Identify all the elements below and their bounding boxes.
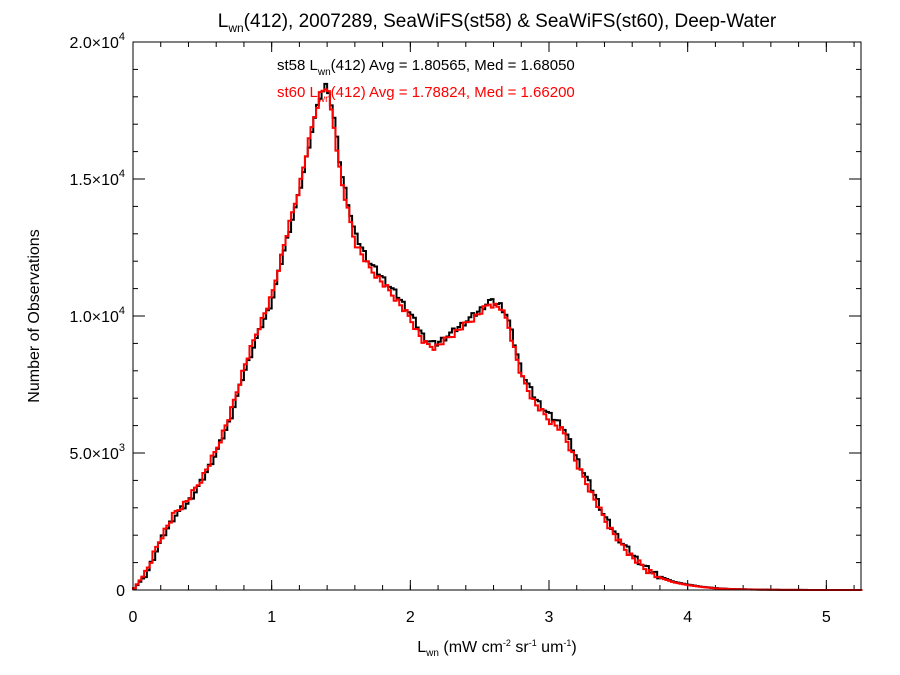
y-tick-label: 1.5×104	[69, 168, 125, 189]
x-tick-label: 3	[545, 609, 554, 626]
y-tick-label: 5.0×103	[69, 442, 125, 463]
chart-title: Lwn(412), 2007289, SeaWiFS(st58) & SeaWi…	[218, 11, 777, 35]
x-tick-label: 0	[129, 609, 138, 626]
x-tick-label: 2	[406, 609, 415, 626]
x-tick-label: 1	[267, 609, 276, 626]
x-tick-label: 4	[683, 609, 692, 626]
legend-st58: st58 Lwn(412) Avg = 1.80565, Med = 1.680…	[277, 57, 575, 78]
y-axis-label: Number of Observations	[26, 229, 43, 402]
y-tick-label: 2.0×104	[69, 31, 125, 52]
axis-ticks: 0 1 2 3 4 5 0 5.0×103 1.0×104 1.5×104 2.0×104	[69, 31, 861, 626]
plot-frame	[132, 41, 862, 591]
y-tick-label: 0	[116, 583, 125, 600]
y-tick-label: 1.0×104	[69, 305, 125, 326]
x-axis-label: Lwn (mW cm-2 sr-1 um-1)	[417, 638, 577, 659]
series-st58-line	[132, 82, 863, 591]
series-layer	[132, 82, 863, 591]
series-st60-line	[132, 88, 863, 591]
x-tick-label: 5	[822, 609, 831, 626]
legend-st60: st60 Lwn(412) Avg = 1.78824, Med = 1.662…	[277, 84, 575, 105]
